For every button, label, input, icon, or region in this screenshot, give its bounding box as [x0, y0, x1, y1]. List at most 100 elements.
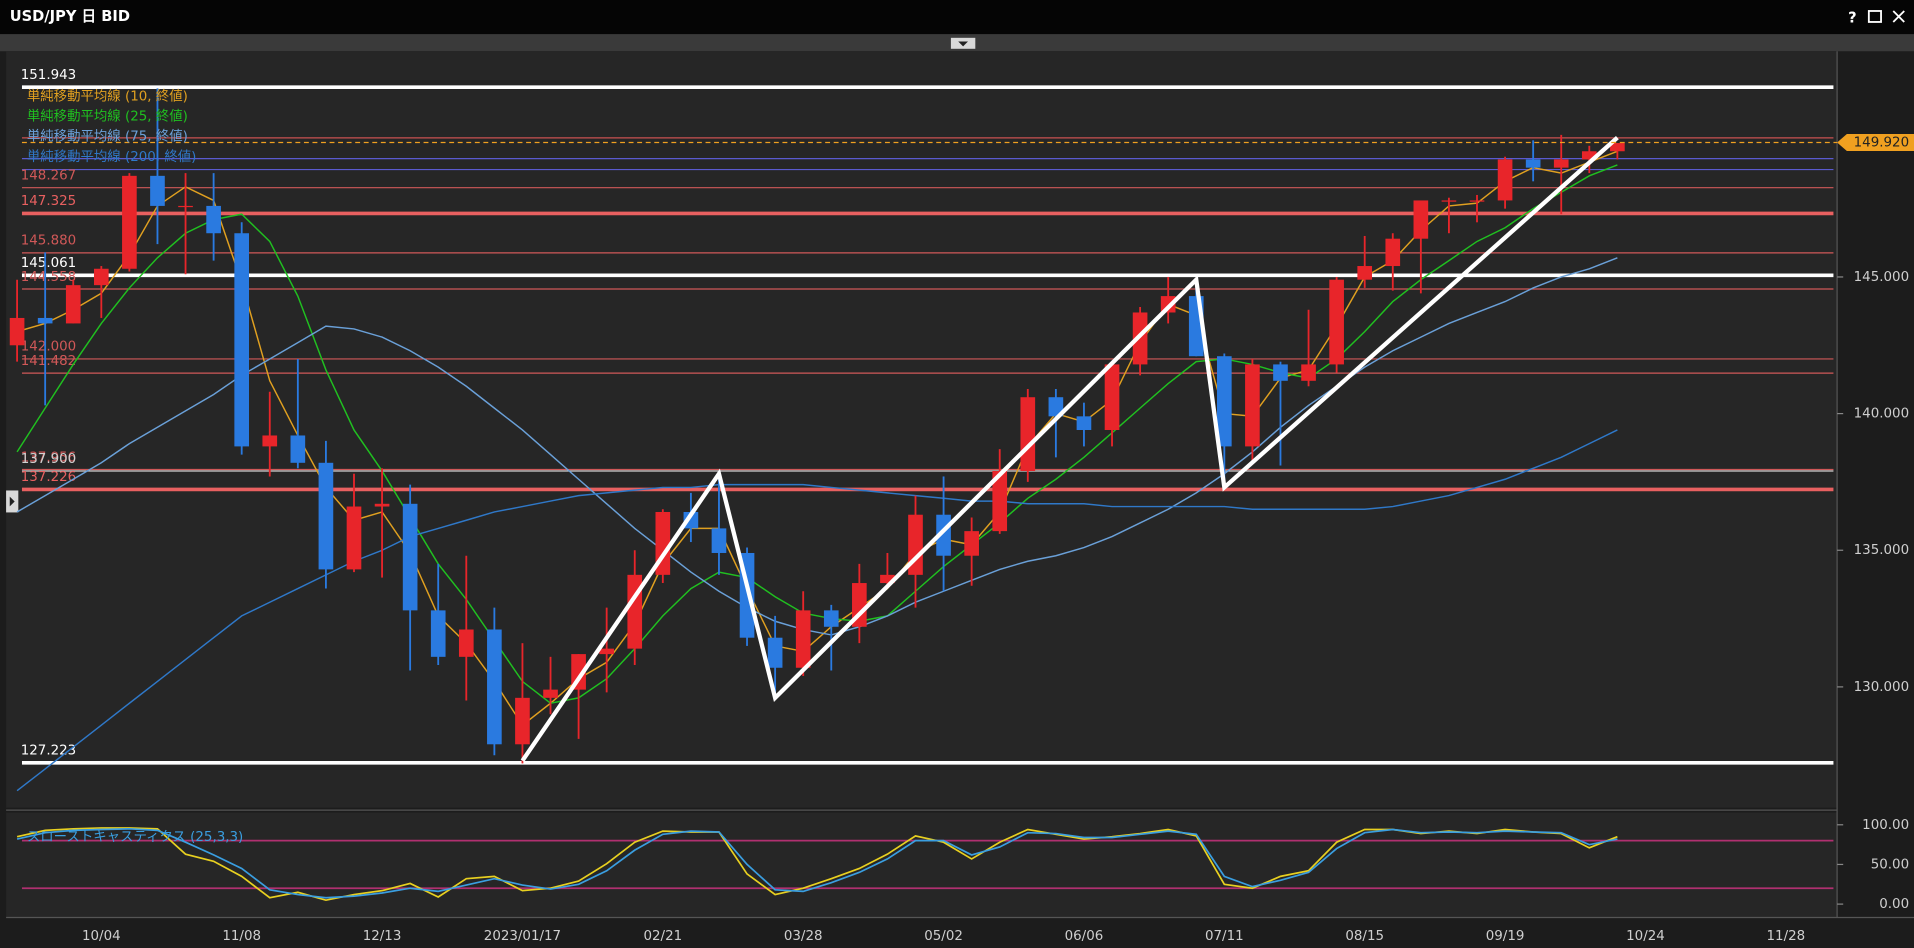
candle-body	[122, 175, 137, 269]
x-tick-label: 05/02	[924, 929, 963, 944]
level-label: 145.880	[21, 234, 76, 249]
last-price-tag	[1837, 133, 1914, 152]
moving-average	[16, 429, 1618, 792]
title-bar	[0, 0, 1914, 35]
candle-body	[1076, 416, 1092, 431]
legend-entry: 単純移動平均線 (25, 終値)	[27, 109, 188, 125]
level-label: 148.267	[21, 168, 76, 183]
x-tick-label: 02/21	[643, 929, 682, 944]
candle-body	[1273, 364, 1288, 381]
candle-body	[1104, 364, 1120, 431]
candle-body	[93, 268, 109, 286]
x-tick-label: 11/28	[1767, 929, 1806, 944]
y-tick-label: 0.00	[1879, 897, 1909, 912]
candle-body	[543, 689, 558, 698]
candle-body	[1048, 397, 1064, 417]
x-tick-label: 09/19	[1486, 929, 1525, 944]
y-tick-label: 135.000	[1854, 543, 1909, 558]
level-label: 147.325	[21, 194, 76, 209]
candle-body	[683, 511, 699, 529]
y-tick-label: 100.00	[1862, 818, 1909, 833]
candle-body	[880, 574, 895, 584]
candle-body	[1217, 356, 1232, 447]
candle-body	[823, 610, 839, 627]
legend-entry: 単純移動平均線 (10, 終値)	[27, 88, 188, 104]
level-label: 137.900	[21, 452, 76, 467]
y-tick-label: 50.00	[1871, 857, 1909, 872]
candle-body	[992, 470, 1008, 532]
candle-body	[65, 285, 81, 324]
last-price-label: 149.920	[1854, 136, 1909, 151]
candle-body	[1245, 364, 1260, 447]
candle-body	[1020, 397, 1036, 471]
candle-body	[9, 317, 25, 346]
x-tick-label: 08/15	[1345, 929, 1384, 944]
candle-body	[1385, 238, 1401, 267]
candle-body	[1469, 200, 1485, 202]
candle-body	[1329, 279, 1344, 365]
level-label: 141.482	[21, 354, 76, 369]
candle-body	[1610, 143, 1625, 152]
legend-entry: 単純移動平均線 (75, 終値)	[27, 129, 188, 145]
y-tick-label: 130.000	[1854, 680, 1909, 695]
level-label: 151.943	[21, 68, 76, 83]
candle-body	[1525, 159, 1541, 168]
candle-body	[1413, 200, 1429, 239]
stoch-line	[16, 827, 1618, 902]
candle-body	[458, 629, 474, 657]
x-tick-label: 07/11	[1205, 929, 1244, 944]
x-tick-label: 06/06	[1065, 929, 1104, 944]
x-tick-label: 10/04	[82, 929, 121, 944]
level-label: 137.226	[21, 470, 76, 485]
help-button[interactable]: ?	[1848, 9, 1856, 26]
side-arrow	[9, 496, 15, 507]
candle-body	[206, 205, 221, 234]
candle-body	[1441, 200, 1457, 202]
x-tick-label: 03/28	[784, 929, 823, 944]
y-tick-label: 145.000	[1854, 270, 1909, 285]
candle-body	[515, 697, 530, 745]
candle-body	[374, 503, 390, 507]
candle-body	[346, 506, 362, 570]
candle-body	[37, 317, 53, 324]
stoch-plot	[6, 812, 1838, 918]
candle-body	[964, 531, 979, 556]
candle-body	[795, 610, 811, 668]
candle-body	[430, 610, 446, 657]
x-tick-label: 11/08	[222, 929, 261, 944]
level-label: 137.956	[21, 450, 76, 465]
maximize-button[interactable]	[1867, 10, 1882, 23]
candle-body	[402, 503, 418, 611]
moving-average	[16, 150, 1618, 727]
x-tick-label: 10/24	[1626, 929, 1665, 944]
candle-body	[1581, 151, 1597, 160]
candle-body	[1357, 266, 1373, 280]
candle-body	[1301, 364, 1316, 381]
close-button[interactable]	[1892, 10, 1905, 23]
level-label: 144.558	[21, 270, 76, 285]
x-tick-label: 12/13	[363, 929, 402, 944]
candle-body	[711, 528, 727, 553]
y-tick-label: 140.000	[1854, 407, 1909, 422]
collapse-arrow	[958, 41, 968, 47]
candle-body	[1553, 159, 1569, 168]
indicator-title: スローストキャスティクス (25,3,3)	[27, 829, 243, 845]
candle-body	[1132, 312, 1148, 365]
level-label: 145.061	[21, 256, 76, 271]
candle-body	[599, 648, 614, 655]
stoch-line	[16, 827, 1618, 899]
candle-body	[767, 637, 783, 668]
candle-body	[234, 233, 250, 447]
moving-average	[16, 164, 1618, 705]
main-plot	[6, 51, 1838, 808]
window-title: USD/JPY 日 BID	[10, 8, 130, 25]
candle-body	[1497, 159, 1513, 201]
x-tick-label: 2023/01/17	[484, 929, 561, 944]
candle-body	[178, 205, 193, 208]
legend-entry: 単純移動平均線 (200, 終値)	[27, 149, 197, 165]
candle-body	[318, 462, 334, 570]
level-label: 142.000	[21, 340, 76, 355]
candle-body	[262, 435, 278, 447]
trend-line	[520, 136, 1619, 762]
